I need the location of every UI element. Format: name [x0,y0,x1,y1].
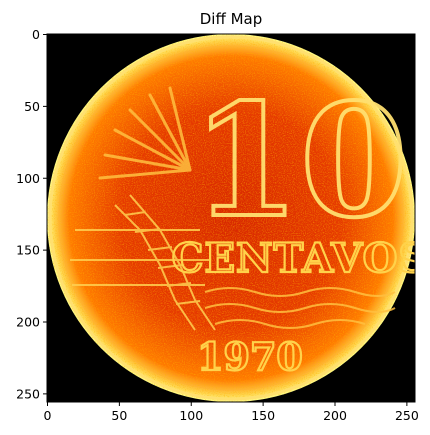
coin-tower [70,194,216,331]
coin-waves [204,287,396,329]
y-tick-label: 200 [16,315,40,330]
y-tick-label: 50 [24,99,40,114]
x-tick-label: 200 [323,408,347,423]
y-tick-label: 0 [32,27,40,42]
x-axis: 0 50 100 150 200 250 [44,402,419,423]
coin-inner-rim [58,45,404,391]
x-tick-label: 100 [179,408,203,423]
coin-word: CENTAVOS [172,235,429,282]
coin-year: 1970 [197,334,303,379]
coin-grain [47,34,415,402]
heatmap-image: 10 CENTAVOS 1970 [47,34,429,402]
x-tick-label: 50 [111,408,127,423]
coin-rim [48,35,414,401]
y-tick-label: 250 [16,386,40,401]
x-tick-label: 150 [251,408,275,423]
y-tick-label: 150 [16,243,40,258]
axes-frame [46,33,416,403]
coin-sun-rays [98,86,192,180]
chart-title: Diff Map [200,10,262,28]
y-tick-label: 100 [16,171,40,186]
y-axis: 0 50 100 150 200 250 [16,27,47,401]
x-tick-label: 0 [44,408,52,423]
coin-numeral: 10 [192,69,408,252]
x-tick-label: 250 [395,408,419,423]
